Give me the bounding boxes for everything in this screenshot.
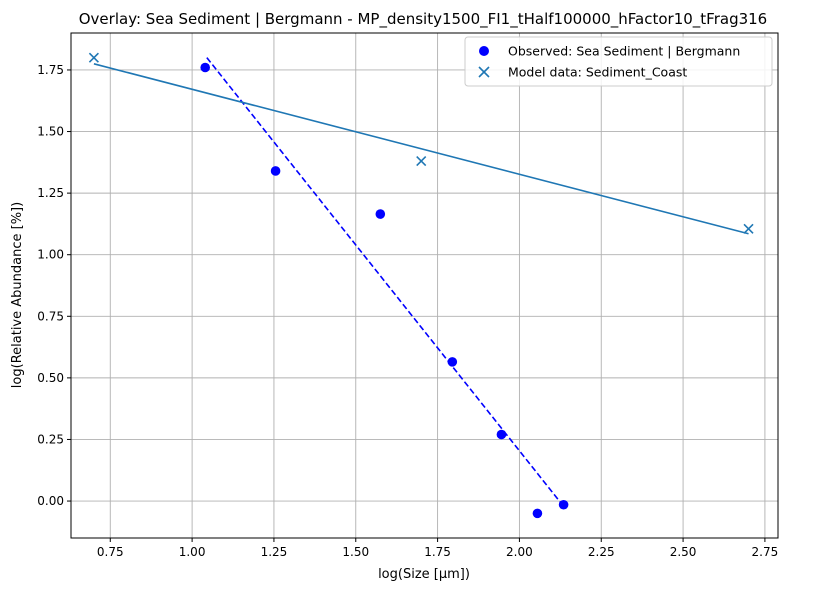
legend: Observed: Sea Sediment | Bergmann Model … [464,36,773,87]
x-tick-label: 1.50 [342,545,369,559]
x-tick-label: 2.50 [670,545,697,559]
data-points [88,52,754,519]
x-tick-label: 1.00 [179,545,206,559]
observed-point [200,62,210,73]
observed-point [496,429,507,440]
y-tick-label: 1.00 [37,248,64,262]
observed-fit-line [206,57,566,509]
x-tick-label: 2.00 [506,545,533,559]
observed-point [375,209,386,219]
x-tick-label: 2.75 [752,545,779,559]
legend-box [464,36,773,87]
x-tick-label: 1.75 [424,545,451,559]
y-tick-label: 1.25 [37,186,64,200]
chart-title: Overlay: Sea Sediment | Bergmann - MP_de… [79,10,767,29]
observed-point [532,508,543,519]
y-tick-label: 0.75 [37,309,64,323]
x-tick-label: 2.25 [588,545,615,559]
x-tick-label: 1.25 [261,545,288,559]
legend-label-model: Model data: Sediment_Coast [508,65,687,80]
y-tick-label: 0.25 [37,432,64,446]
legend-marker-model [478,66,490,78]
model-point [416,156,427,167]
grid [71,33,778,538]
x-tick-label: 0.75 [97,545,124,559]
model-point [743,223,754,234]
y-tick-label: 1.50 [37,125,64,139]
observed-point [270,166,281,176]
x-axis-label: log(Size [µm]) [378,567,470,582]
model-point [88,52,99,63]
y-axis-label: log(Relative Abundance [%]) [10,202,25,388]
y-tick-label: 1.75 [37,63,64,77]
x-axis-ticks: 0.75 1.00 1.25 1.50 1.75 2.00 2.25 2.50 2.75 [97,538,778,559]
observed-point [447,357,458,367]
legend-marker-observed [479,46,489,56]
y-tick-label: 0.00 [37,494,64,508]
axes-frame [70,32,779,539]
observed-point [558,499,569,510]
y-axis-ticks: 0.00 0.25 0.50 0.75 1.00 1.25 1.50 1.75 [37,63,71,508]
y-tick-label: 0.50 [37,371,64,385]
legend-label-observed: Observed: Sea Sediment | Bergmann [508,44,740,59]
model-fit-line [93,63,749,235]
